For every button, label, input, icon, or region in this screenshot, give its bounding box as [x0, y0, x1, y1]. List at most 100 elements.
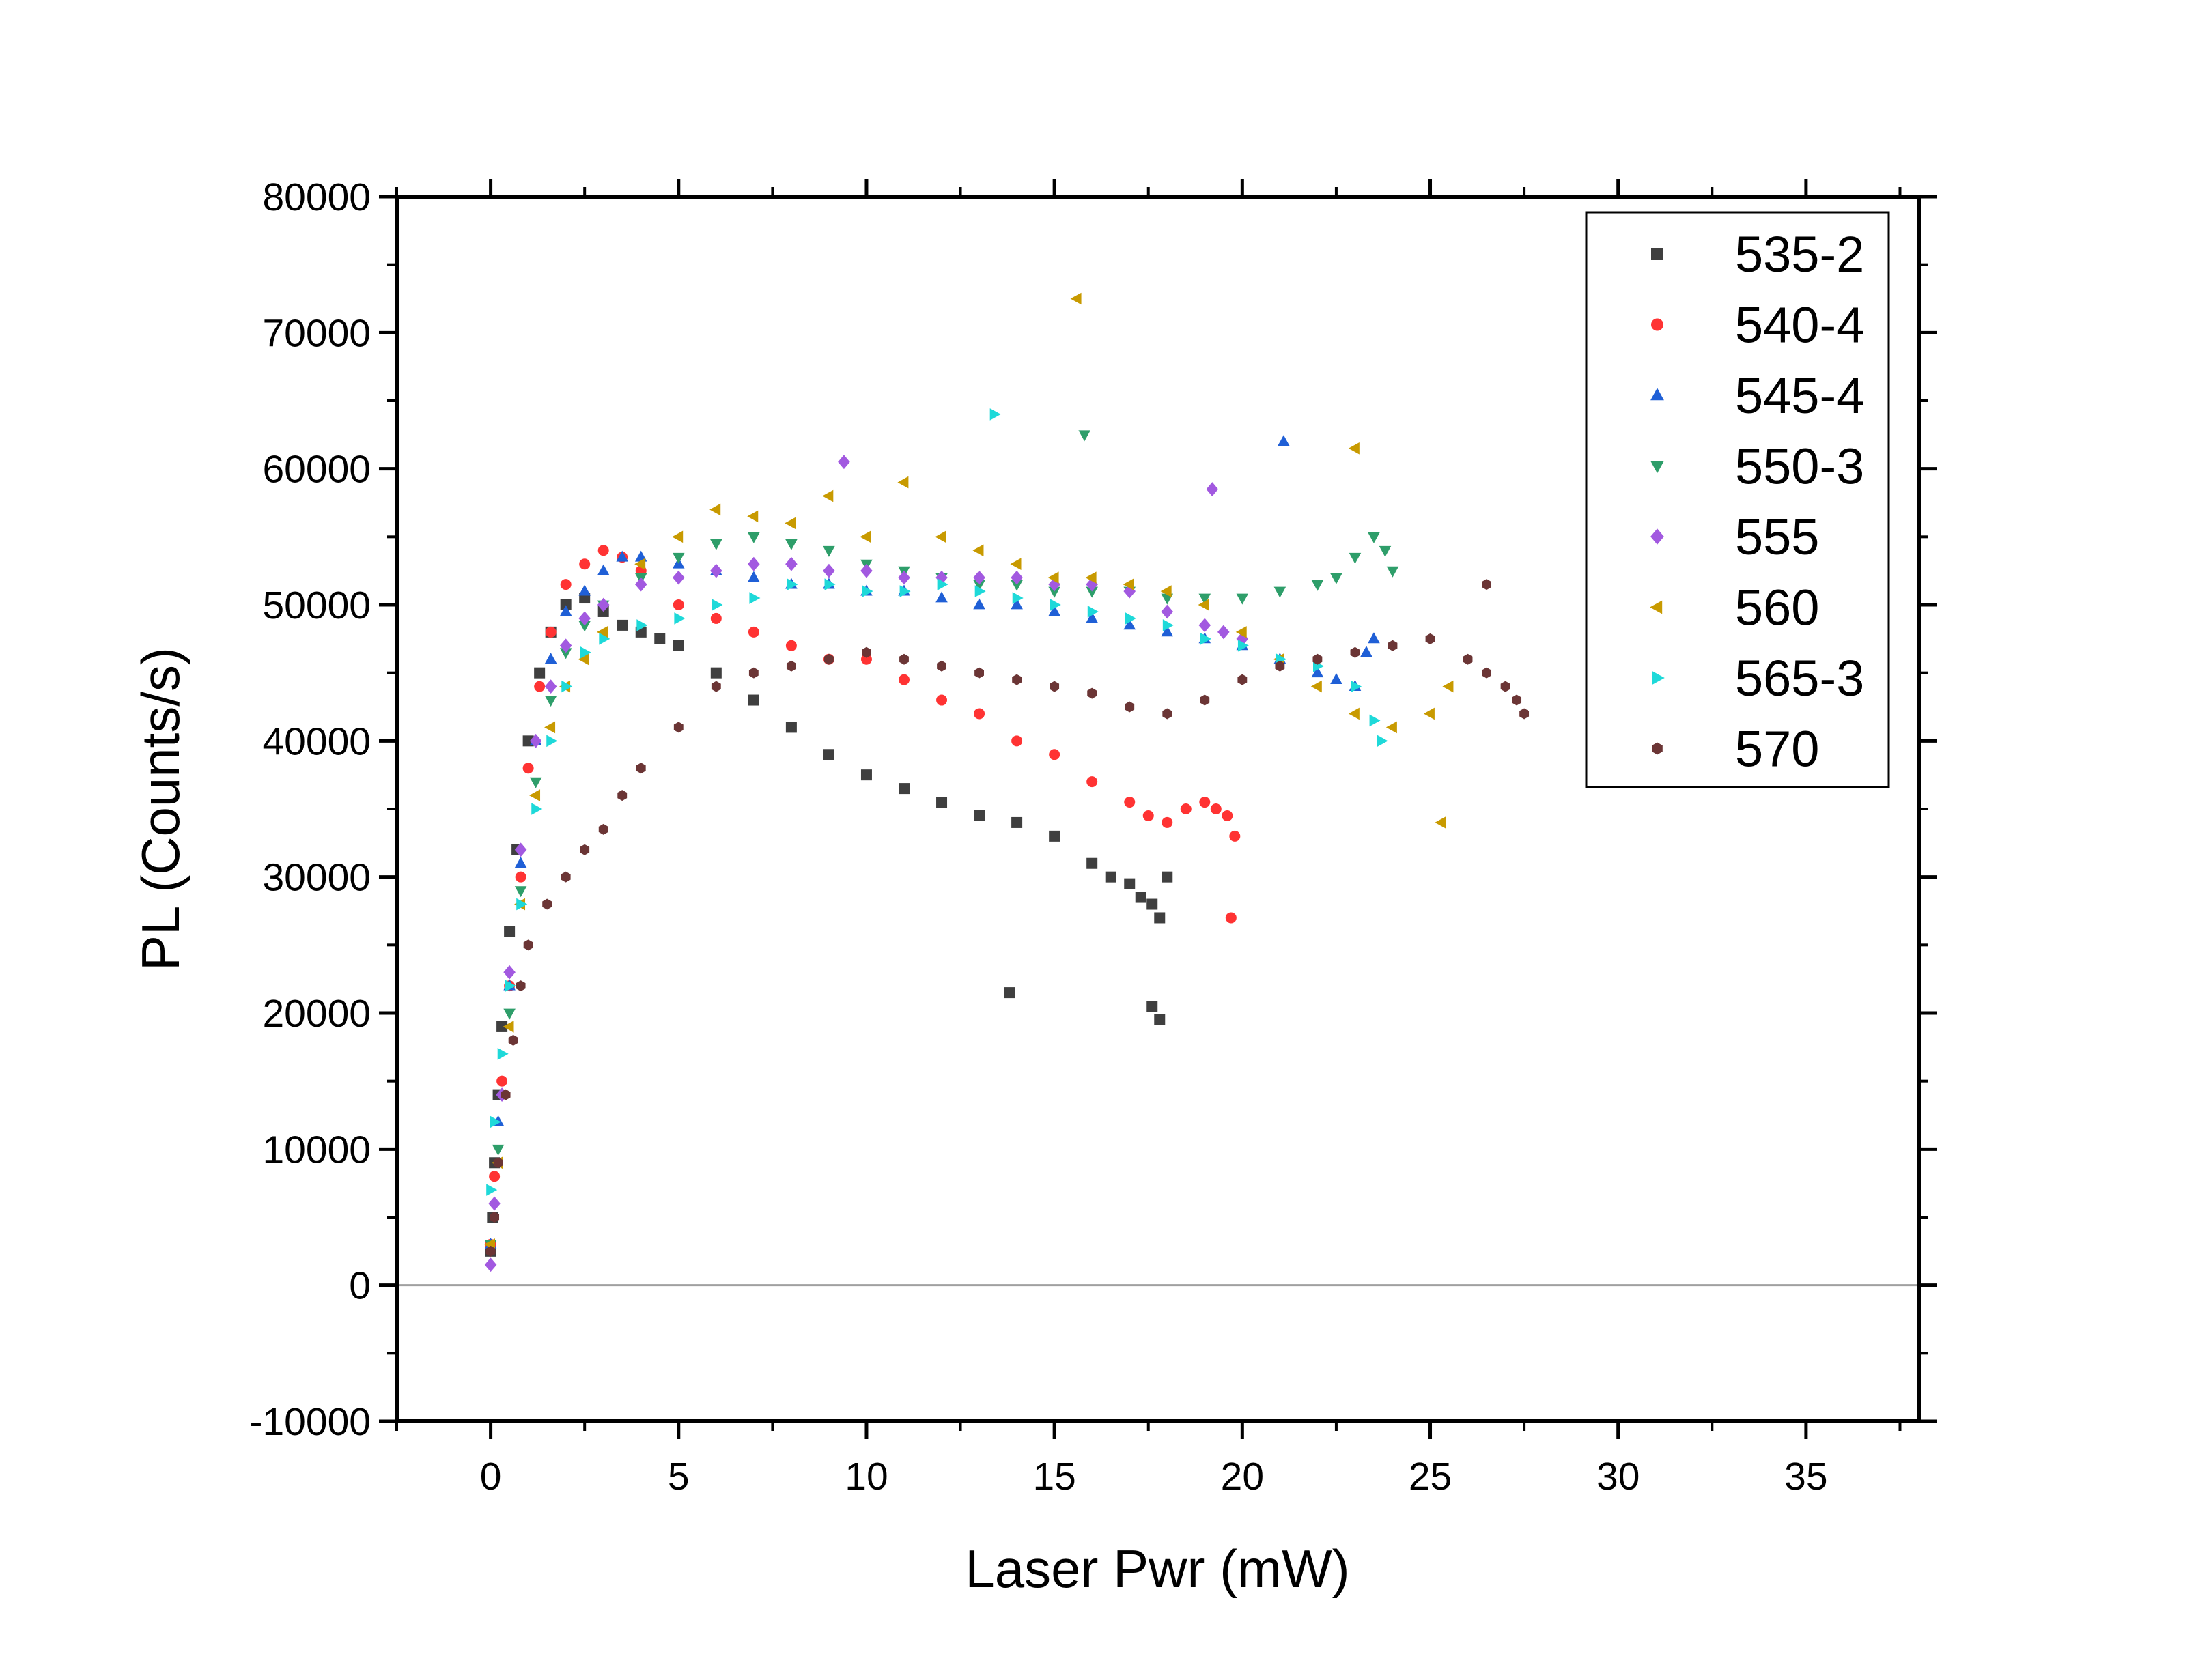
legend-label: 540-4 — [1735, 297, 1864, 354]
data-point — [673, 640, 684, 651]
data-point — [501, 1089, 511, 1100]
data-point — [823, 545, 835, 557]
data-point — [787, 578, 798, 590]
data-point — [674, 612, 686, 625]
data-point — [514, 857, 527, 868]
data-point — [899, 653, 909, 665]
legend: 535-2 540-4 545-4 550-3 555 560 565-3 570 — [1585, 211, 1890, 788]
data-point — [1386, 566, 1399, 578]
data-point — [505, 980, 516, 992]
data-point — [1124, 797, 1136, 808]
data-point — [1154, 912, 1166, 924]
data-point — [897, 476, 909, 489]
data-point — [597, 564, 610, 575]
data-point — [1105, 871, 1116, 883]
data-point — [1123, 618, 1136, 630]
data-point — [935, 591, 948, 603]
data-point — [1070, 292, 1082, 305]
data-point — [1162, 816, 1173, 828]
data-point — [1086, 612, 1098, 623]
data-point — [1200, 694, 1210, 706]
y-tick-label: 60000 — [262, 448, 371, 492]
data-point — [1311, 666, 1324, 678]
data-point — [559, 648, 572, 659]
data-point — [1217, 625, 1230, 640]
data-point — [542, 898, 552, 910]
data-point — [561, 871, 571, 883]
data-point — [1368, 532, 1380, 543]
data-point — [1049, 749, 1060, 760]
data-point — [672, 570, 685, 585]
data-point — [1085, 571, 1097, 584]
data-point — [710, 667, 722, 679]
x-axis-title: Laser Pwr (mW) — [965, 1539, 1349, 1599]
data-point — [534, 681, 546, 692]
legend-label: 565-3 — [1735, 650, 1864, 707]
data-point — [560, 599, 572, 610]
data-point — [508, 1034, 518, 1046]
data-point — [712, 599, 723, 611]
series-560 — [483, 292, 1454, 1251]
data-point — [824, 578, 836, 590]
y-tick-label: 20000 — [262, 992, 371, 1036]
data-point — [1161, 625, 1174, 637]
data-point — [580, 646, 591, 659]
data-point — [496, 1021, 508, 1032]
data-point — [1385, 721, 1397, 734]
data-point — [1087, 687, 1097, 699]
legend-label: 535-2 — [1735, 226, 1864, 283]
data-point — [534, 667, 546, 679]
data-point — [1135, 892, 1146, 903]
data-point — [1180, 803, 1192, 814]
data-point — [749, 592, 761, 604]
data-point — [860, 530, 871, 543]
data-point — [1379, 545, 1392, 557]
data-point — [748, 626, 759, 638]
data-point — [616, 550, 629, 562]
x-tick-label: 10 — [845, 1455, 888, 1498]
data-point — [636, 619, 648, 631]
data-point — [515, 871, 526, 883]
legend-marker — [1652, 671, 1665, 685]
data-point — [899, 783, 910, 795]
data-point — [1275, 660, 1285, 672]
data-point — [710, 612, 722, 624]
data-point — [486, 1184, 498, 1196]
legend-label: 545-4 — [1735, 367, 1864, 424]
data-point — [1050, 681, 1060, 692]
data-point — [899, 674, 910, 685]
data-point — [1011, 580, 1023, 591]
data-point — [1086, 776, 1098, 788]
data-point — [597, 597, 610, 612]
y-tick-label: 70000 — [262, 311, 371, 355]
data-point — [1011, 735, 1023, 747]
data-point — [822, 489, 834, 502]
data-point — [1500, 681, 1510, 692]
series-565-3 — [486, 408, 1388, 1196]
data-point — [578, 621, 591, 632]
y-tick-label: 30000 — [262, 856, 371, 900]
data-point — [654, 633, 666, 644]
data-point — [529, 733, 542, 748]
data-point — [1011, 598, 1023, 610]
data-point — [516, 980, 526, 992]
data-point — [823, 749, 834, 760]
data-point — [523, 939, 533, 951]
data-point — [899, 585, 911, 597]
series-layer — [483, 292, 1530, 1272]
data-point — [1198, 599, 1209, 611]
data-point — [1012, 592, 1024, 604]
data-point — [935, 530, 946, 543]
data-point — [504, 926, 516, 937]
data-point — [1222, 810, 1233, 821]
data-point — [559, 605, 572, 616]
legend-label: 550-3 — [1735, 438, 1864, 495]
y-tick-label: 10000 — [262, 1128, 371, 1171]
y-tick-label: 80000 — [262, 175, 371, 219]
y-tick-label: 50000 — [262, 584, 371, 627]
data-point — [1273, 586, 1286, 598]
data-point — [1012, 674, 1022, 685]
data-point — [1310, 680, 1322, 693]
data-point — [1423, 707, 1435, 720]
